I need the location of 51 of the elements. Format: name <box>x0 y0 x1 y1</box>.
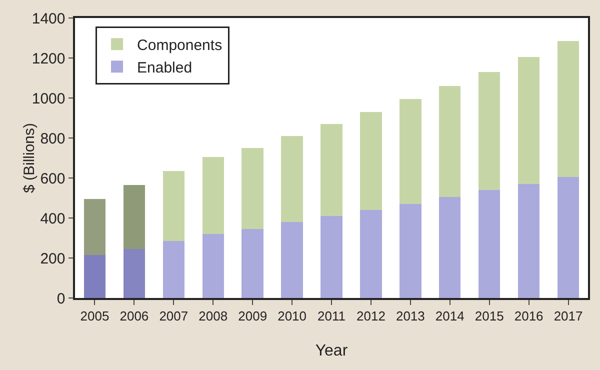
bar <box>123 185 146 249</box>
y-tick-label: 800 <box>40 130 66 148</box>
bar <box>84 255 106 298</box>
bar <box>281 222 303 298</box>
bar <box>162 171 185 241</box>
bar <box>518 57 540 184</box>
bar <box>360 210 382 298</box>
bar <box>320 216 342 298</box>
y-tick-label: 1200 <box>32 50 66 68</box>
y-tick-label: 400 <box>40 210 66 228</box>
y-axis-title: $ (Billions) <box>21 122 38 194</box>
y-tick-label: 1400 <box>32 10 66 28</box>
x-tick-label: 2013 <box>396 308 425 324</box>
bar <box>478 72 500 190</box>
x-tick-label: 2009 <box>238 308 268 324</box>
y-tick-label: 600 <box>40 170 66 188</box>
y-tick-label: 0 <box>56 290 66 308</box>
bar <box>439 197 461 298</box>
bar <box>162 241 185 298</box>
bar <box>320 124 342 216</box>
x-tick-label: 2007 <box>159 308 188 324</box>
legend-label: Enabled <box>137 60 192 76</box>
x-axis-title: Year <box>315 342 348 360</box>
bar <box>478 190 500 298</box>
x-tick-label: 2006 <box>120 308 149 324</box>
bar <box>518 184 540 298</box>
x-tick-label: 2010 <box>278 308 306 324</box>
x-tick-label: 2016 <box>514 308 544 324</box>
bar <box>557 177 580 298</box>
y-tick-label: 1000 <box>32 90 66 108</box>
x-tick-label: 2015 <box>474 308 504 324</box>
x-tick-label: 2017 <box>554 308 583 324</box>
bar <box>281 136 303 222</box>
bar <box>242 229 264 298</box>
bar <box>242 148 264 229</box>
x-tick-label: 2011 <box>318 308 346 324</box>
bar <box>439 86 461 197</box>
bar <box>123 249 146 298</box>
bar <box>202 234 224 298</box>
x-tick-label: 2008 <box>198 308 228 324</box>
legend-label: Components <box>137 37 222 54</box>
bar <box>400 204 422 298</box>
bar <box>557 41 580 177</box>
x-tick-label: 2014 <box>435 308 464 324</box>
bar <box>360 112 382 210</box>
bar <box>400 99 422 204</box>
x-tick-label: 2005 <box>80 308 110 324</box>
y-tick-label: 200 <box>40 250 66 268</box>
bar <box>202 157 224 234</box>
x-tick-label: 2012 <box>356 308 386 324</box>
bar <box>84 199 106 255</box>
